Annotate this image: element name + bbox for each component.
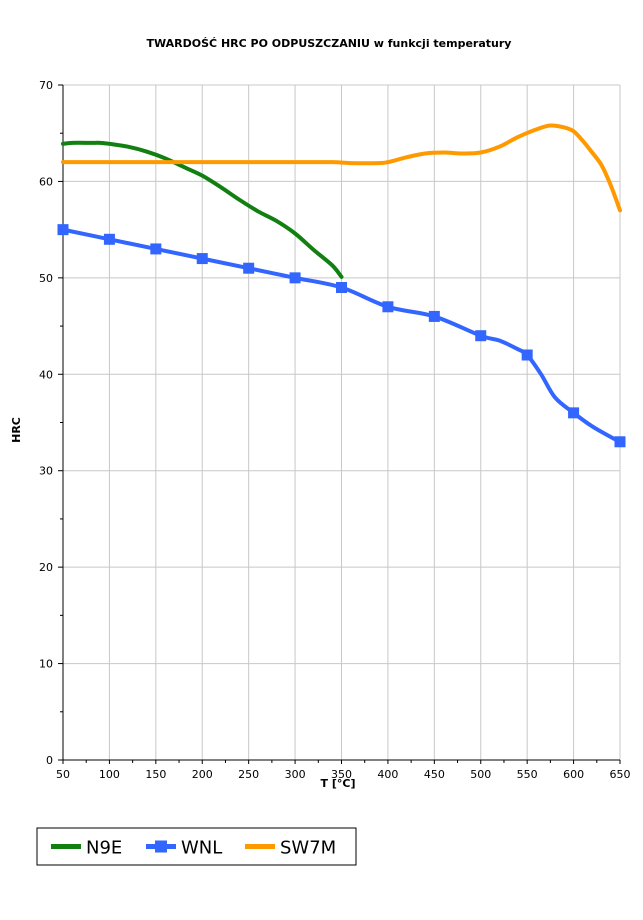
y-tick-label: 30 [39,465,53,478]
y-tick-label: 0 [46,754,53,767]
data-point-wnl [521,349,533,361]
data-point-wnl [196,253,208,265]
series-line-sw7m [61,123,622,213]
x-tick-label: 50 [56,768,70,781]
x-tick-label: 250 [238,768,259,781]
grid-layer [62,84,621,761]
legend-label-n9e: N9E [86,838,122,859]
x-tick-label: 300 [285,768,306,781]
y-tick-label: 60 [39,175,53,188]
x-tick-label: 400 [377,768,398,781]
data-point-wnl [103,233,115,245]
axes-layer: 50 100 150 200 250 300 350 400 450 500 550 600 650 0 1… [39,79,631,781]
data-point-wnl [336,282,347,293]
x-tick-label: 100 [99,768,120,781]
data-point-wnl [289,272,301,284]
x-tick-label: 200 [192,768,213,781]
series-line-n9e [61,140,344,279]
data-point-wnl [614,436,626,448]
legend-box [36,827,357,866]
x-tick-label: 500 [470,768,491,781]
data-point-wnl [57,224,69,236]
x-tick-label: 550 [517,768,538,781]
chart-title: TWARDOŚĆ HRC PO ODPUSZCZANIU w funkcji t… [147,37,512,50]
x-tick-label: 600 [563,768,584,781]
x-tick-label: 150 [145,768,166,781]
x-tick-label: 450 [424,768,445,781]
chart-legend: N9E WNL SW7M [36,827,357,866]
y-tick-label: 40 [39,368,53,381]
data-point-wnl [475,330,487,342]
data-point-wnl [243,262,255,274]
legend-label-wnl: WNL [181,838,222,859]
legend-marker-wnl [155,840,167,853]
y-tick-label: 50 [39,272,53,285]
markers-layer [57,224,626,448]
data-point-wnl [568,407,580,419]
legend-label-sw7m: SW7M [280,838,336,859]
x-tick-label: 650 [610,768,631,781]
y-axis-label: HRC [10,417,23,443]
y-tick-label: 10 [39,658,53,671]
data-point-wnl [382,301,394,313]
y-tick-label: 20 [39,561,53,574]
data-point-wnl [428,310,440,322]
y-tick-label: 70 [39,79,53,92]
x-axis-label: T [°C] [321,777,356,790]
x-tick-label: 350 [331,768,352,781]
data-point-wnl [150,243,162,255]
